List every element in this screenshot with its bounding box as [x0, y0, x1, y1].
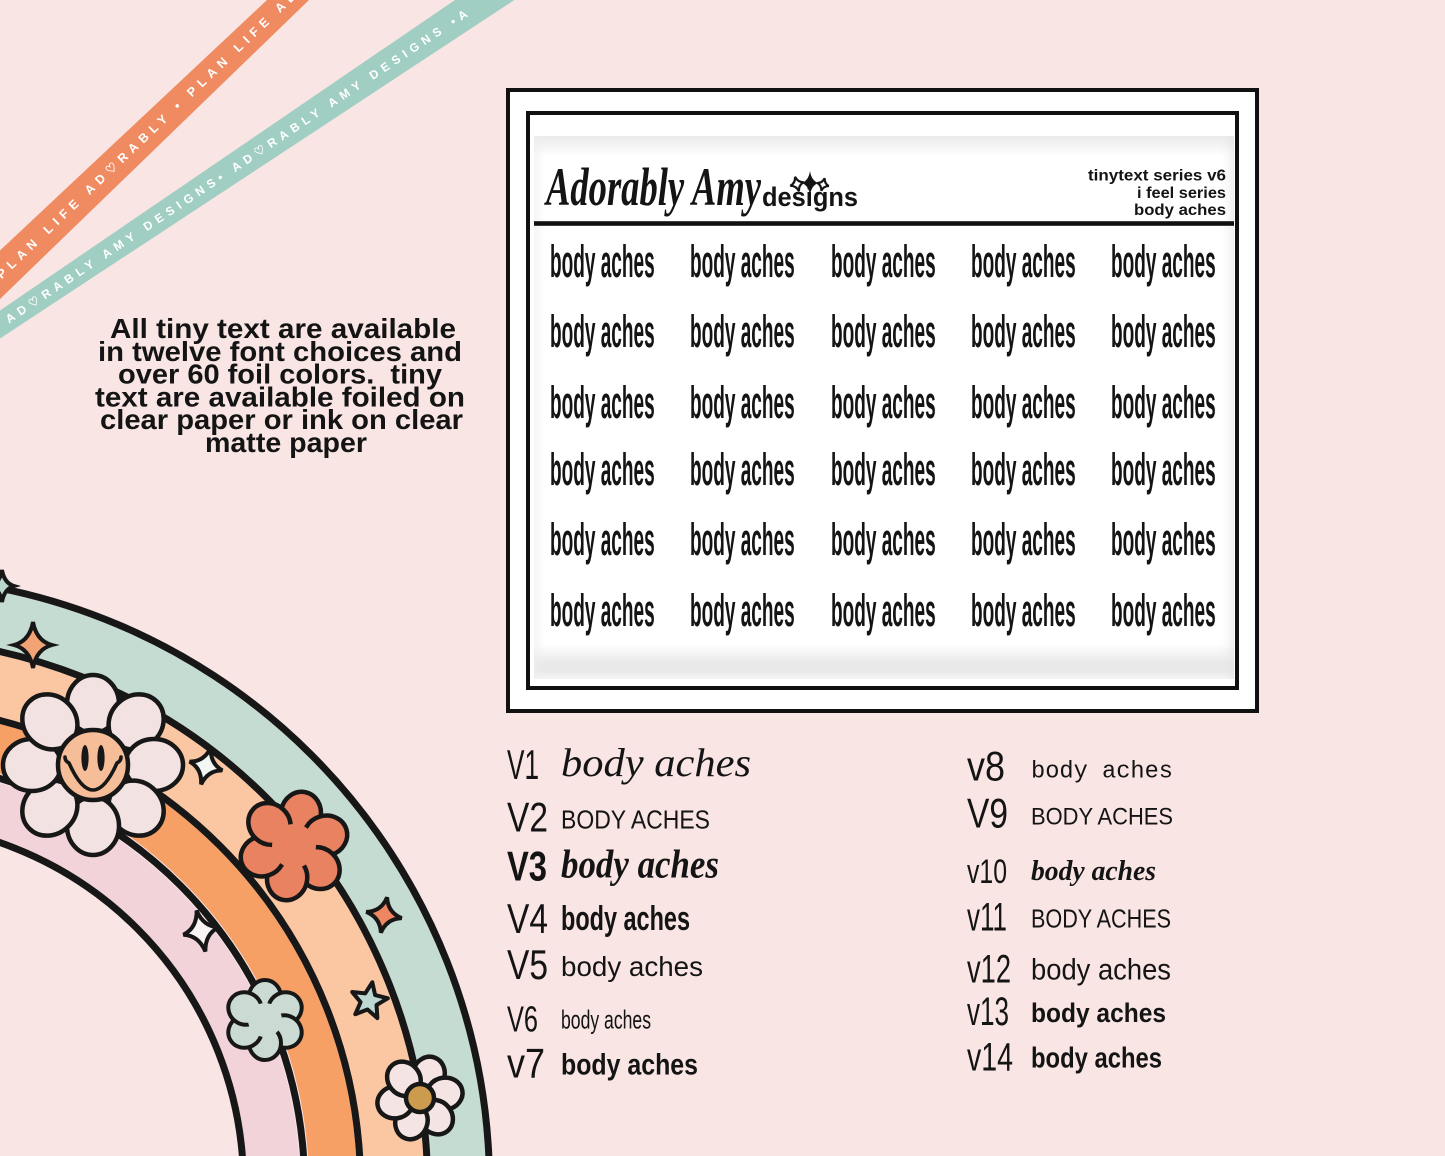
svg-text:body aches: body aches: [690, 308, 795, 357]
svg-text:body aches: body aches: [690, 379, 795, 428]
svg-text:body aches: body aches: [550, 516, 655, 565]
svg-text:Adorably Amy: Adorably Amy: [544, 157, 762, 217]
svg-text:v13: v13: [967, 990, 1009, 1034]
svg-text:v14: v14: [967, 1035, 1013, 1079]
svg-text:body aches: body aches: [550, 446, 655, 495]
svg-text:body aches: body aches: [971, 516, 1076, 565]
svg-text:body aches: body aches: [561, 1005, 651, 1035]
svg-text:BODY ACHES: BODY ACHES: [561, 805, 710, 835]
svg-text:text are available foiled on: text are available foiled on: [95, 381, 465, 412]
svg-text:V9: V9: [967, 790, 1008, 837]
svg-text:body aches: body aches: [550, 238, 655, 287]
svg-text:body aches: body aches: [1134, 202, 1226, 219]
svg-text:body aches: body aches: [561, 842, 719, 887]
svg-text:v10: v10: [967, 853, 1007, 891]
svg-text:body aches: body aches: [690, 238, 795, 287]
svg-text:V2: V2: [507, 794, 548, 841]
svg-text:over 60 foil colors. tiny: over 60 foil colors. tiny: [118, 359, 442, 390]
svg-text:clear paper or ink on clear: clear paper or ink on clear: [100, 404, 463, 435]
svg-text:body aches: body aches: [561, 951, 703, 982]
svg-text:in twelve font choices and: in twelve font choices and: [98, 336, 462, 367]
svg-text:V4: V4: [507, 895, 548, 942]
svg-text:body aches: body aches: [1111, 587, 1216, 636]
svg-text:body aches: body aches: [550, 308, 655, 357]
svg-text:v8: v8: [967, 742, 1005, 789]
svg-text:i feel series: i feel series: [1137, 185, 1226, 202]
svg-text:BODY ACHES: BODY ACHES: [1031, 804, 1173, 831]
svg-text:body aches: body aches: [971, 379, 1076, 428]
svg-text:body aches: body aches: [690, 446, 795, 495]
svg-text:body aches: body aches: [690, 516, 795, 565]
svg-text:body aches: body aches: [831, 238, 936, 287]
svg-text:v11: v11: [967, 895, 1007, 939]
svg-text:matte paper: matte paper: [205, 427, 367, 458]
svg-text:body aches: body aches: [561, 900, 690, 938]
svg-text:tinytext series v6: tinytext series v6: [1088, 168, 1226, 185]
svg-text:body aches: body aches: [1111, 379, 1216, 428]
svg-text:V5: V5: [507, 941, 548, 988]
svg-text:body aches: body aches: [550, 587, 655, 636]
svg-text:V3: V3: [507, 843, 547, 890]
svg-text:body aches: body aches: [1031, 954, 1171, 987]
svg-text:body aches: body aches: [550, 379, 655, 428]
svg-text:body aches: body aches: [1031, 998, 1166, 1028]
svg-text:body aches: body aches: [1031, 1042, 1162, 1074]
svg-text:body aches: body aches: [1031, 758, 1173, 785]
svg-text:body aches: body aches: [831, 446, 936, 495]
svg-text:V1: V1: [507, 741, 539, 788]
svg-text:V6: V6: [507, 999, 538, 1040]
svg-text:BODY ACHES: BODY ACHES: [1031, 903, 1171, 933]
svg-text:body aches: body aches: [561, 1048, 698, 1081]
svg-text:body aches: body aches: [971, 308, 1076, 357]
svg-text:body aches: body aches: [1111, 516, 1216, 565]
svg-text:body aches: body aches: [971, 446, 1076, 495]
svg-text:body aches: body aches: [690, 587, 795, 636]
svg-text:body aches: body aches: [1111, 238, 1216, 287]
svg-text:body aches: body aches: [561, 740, 751, 785]
svg-text:body aches: body aches: [1111, 446, 1216, 495]
svg-text:v12: v12: [967, 948, 1011, 992]
svg-text:body aches: body aches: [971, 238, 1076, 287]
svg-text:body aches: body aches: [971, 587, 1076, 636]
svg-text:body aches: body aches: [831, 587, 936, 636]
svg-text:All tiny text are available: All tiny text are available: [110, 313, 456, 344]
svg-text:v7: v7: [507, 1039, 545, 1086]
svg-text:body aches: body aches: [831, 308, 936, 357]
svg-text:body aches: body aches: [831, 516, 936, 565]
svg-text:body aches: body aches: [1031, 856, 1156, 887]
svg-text:body aches: body aches: [1111, 308, 1216, 357]
svg-text:body aches: body aches: [831, 379, 936, 428]
